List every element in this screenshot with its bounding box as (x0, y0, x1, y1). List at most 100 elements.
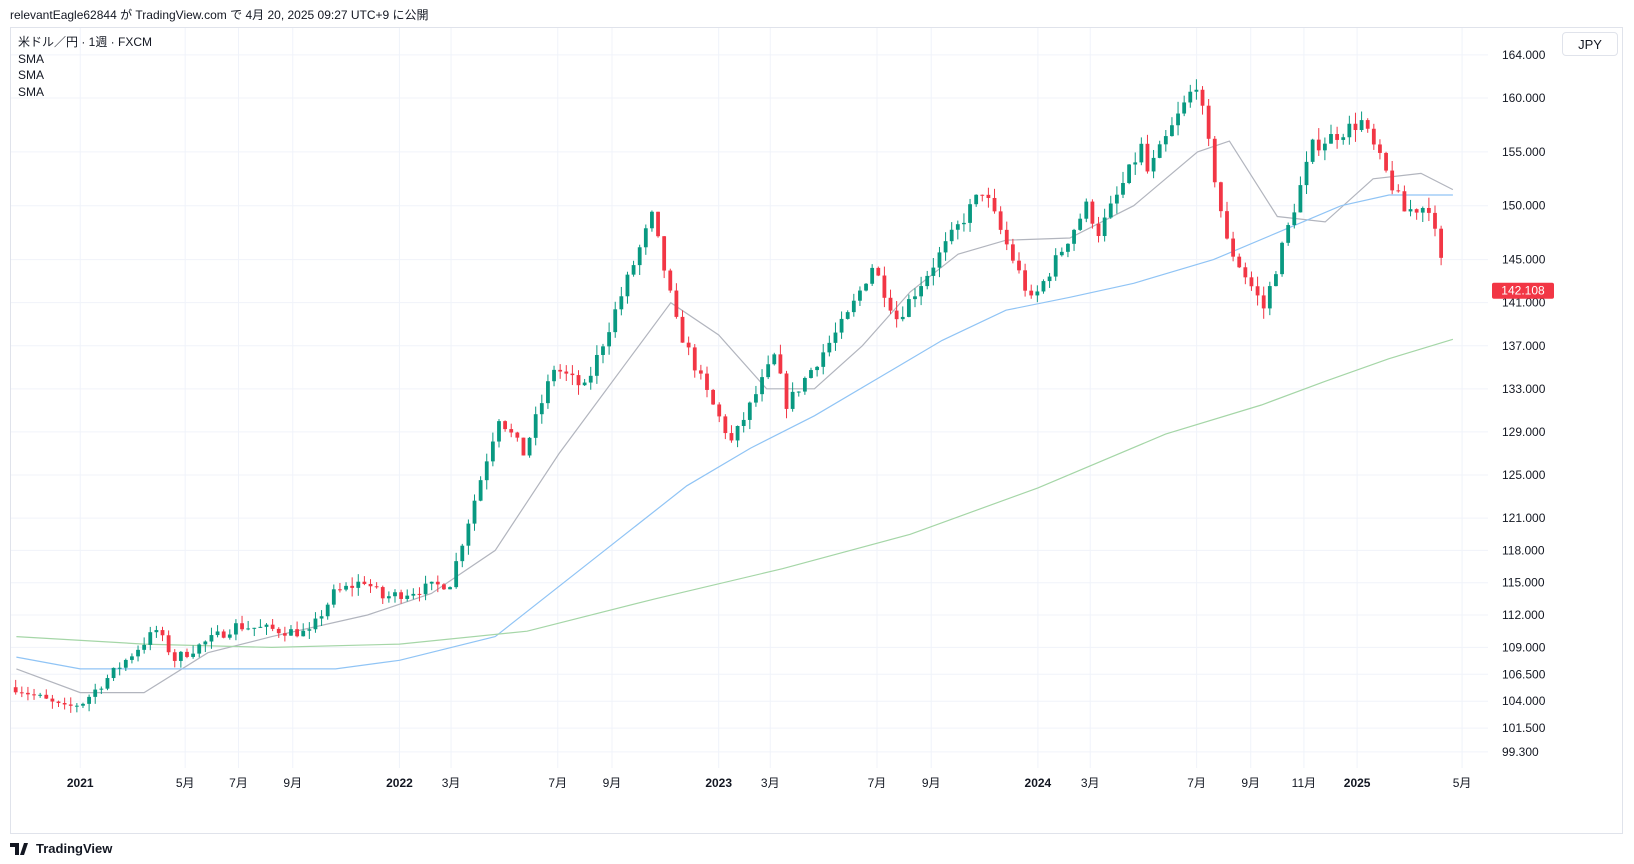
time-tick-label: 3月 (442, 776, 461, 790)
candle-body (331, 589, 336, 605)
candle-body (270, 624, 275, 629)
candle-body (1182, 102, 1187, 114)
candle-body (650, 211, 654, 229)
candle-body (1121, 183, 1125, 195)
candle-body (937, 252, 942, 268)
candle-body (1304, 161, 1309, 186)
candle-body (386, 596, 391, 599)
candle-body (570, 373, 575, 376)
candle-body (558, 369, 563, 372)
candle-body (594, 354, 599, 376)
candle-body (778, 354, 783, 374)
candle-body (613, 309, 618, 333)
candle-body (1231, 238, 1236, 257)
candle-body (796, 391, 801, 393)
candle-body (1066, 243, 1070, 252)
sma-legend-3[interactable]: SMA (18, 84, 45, 99)
sma-legend-1[interactable]: SMA (18, 51, 45, 66)
candle-body (362, 581, 367, 584)
candle-body (1298, 185, 1303, 213)
candle-body (1059, 251, 1064, 256)
candle-body (564, 371, 569, 374)
time-tick-label: 3月 (761, 776, 780, 790)
sma-line-2 (16, 194, 1453, 670)
candle-body (490, 441, 495, 462)
price-tick-label: 129.000 (1502, 425, 1546, 439)
candle-body (246, 628, 251, 630)
price-tick-label: 101.500 (1502, 721, 1546, 735)
price-tick-label: 99.300 (1502, 745, 1539, 759)
candle-body (435, 581, 440, 585)
candle-body (1365, 120, 1370, 129)
candle-body (1341, 137, 1346, 140)
candle-body (1433, 212, 1437, 229)
time-tick-label: 9月 (603, 776, 622, 790)
candle-body (178, 651, 183, 661)
candle-body (643, 228, 648, 248)
candle-body (1206, 105, 1211, 139)
candle-body (1408, 209, 1413, 212)
candle-body (350, 585, 355, 588)
candle-body (1396, 190, 1401, 192)
candle-body (705, 373, 709, 390)
candle-body (1359, 120, 1364, 131)
candle-body (637, 247, 642, 266)
brand-name: TradingView (36, 841, 113, 856)
candle-body (423, 583, 428, 595)
candle-body (1280, 242, 1284, 275)
time-tick-label: 7月 (229, 776, 248, 790)
candle-body (931, 267, 936, 276)
candle-body (258, 626, 263, 628)
candle-body (607, 332, 612, 347)
candle-body (1017, 260, 1021, 271)
candle-body (894, 310, 899, 320)
candle-body (1163, 136, 1168, 145)
candle-body (1029, 290, 1034, 296)
candle-body (1145, 143, 1150, 172)
candle-body (1212, 138, 1217, 183)
symbol-title[interactable]: 米ドル／円 · 1週 · FXCM (18, 35, 152, 49)
candle-body (962, 222, 966, 225)
candle-body (130, 656, 134, 660)
candle-body (833, 332, 838, 343)
candle-body (1133, 162, 1138, 165)
price-tick-label: 155.000 (1502, 145, 1546, 159)
candle-body (998, 211, 1003, 230)
candle-body (1127, 164, 1132, 184)
candle-body (56, 701, 61, 704)
candle-body (197, 644, 202, 654)
candle-body (356, 581, 361, 588)
candle-body (943, 241, 948, 253)
candle-body (717, 404, 722, 417)
candle-body (74, 705, 79, 707)
candle-body (203, 641, 208, 645)
candle-body (313, 618, 318, 630)
currency-button[interactable]: JPY (1562, 32, 1618, 56)
candle-body (1292, 212, 1297, 226)
candle-body (276, 628, 281, 634)
last-price-marker: 142.108 (1492, 282, 1554, 299)
candle-body (906, 299, 911, 317)
candle-body (686, 342, 691, 348)
candle-body (1420, 207, 1425, 213)
candle-body (1353, 123, 1358, 131)
sma-legend-2[interactable]: SMA (18, 68, 45, 82)
candle-body (870, 267, 875, 284)
candle-body (344, 585, 348, 590)
candle-body (368, 583, 373, 587)
candle-body (858, 290, 862, 301)
candle-body (851, 300, 856, 313)
candle-body (1347, 123, 1352, 138)
candle-body (466, 523, 471, 546)
candle-body (160, 630, 165, 636)
candle-body (802, 377, 807, 392)
candle-body (13, 687, 18, 693)
candle-body (845, 312, 850, 319)
price-axis: 164.000 160.000 155.000 150.000 145.000 141.0… (1502, 48, 1546, 759)
candle-body (1310, 139, 1315, 162)
candle-body (1114, 194, 1119, 204)
sma-line-1 (16, 140, 1454, 694)
candle-body (221, 631, 226, 638)
candle-body (1157, 144, 1162, 158)
